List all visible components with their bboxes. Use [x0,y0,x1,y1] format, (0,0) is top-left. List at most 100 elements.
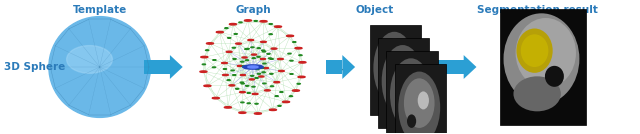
Circle shape [225,107,232,108]
Ellipse shape [387,52,418,101]
Circle shape [260,67,264,68]
Circle shape [241,61,244,62]
Circle shape [257,56,260,57]
Ellipse shape [513,76,561,111]
Circle shape [260,58,266,59]
Circle shape [262,50,265,51]
Circle shape [246,48,249,49]
Circle shape [227,80,230,81]
Ellipse shape [396,65,426,115]
Circle shape [247,103,250,104]
Circle shape [249,79,254,80]
Polygon shape [370,25,421,115]
Polygon shape [342,55,355,79]
Circle shape [243,65,263,69]
Circle shape [236,43,241,44]
Circle shape [263,83,266,84]
Ellipse shape [379,39,410,88]
Circle shape [292,90,300,91]
Polygon shape [464,55,476,79]
Circle shape [251,47,254,48]
Circle shape [236,88,239,89]
Circle shape [216,31,223,33]
Circle shape [282,101,289,103]
Circle shape [268,58,271,59]
Circle shape [270,73,273,74]
Circle shape [299,62,306,63]
Polygon shape [438,60,464,74]
Circle shape [269,109,276,111]
Circle shape [271,86,274,87]
Ellipse shape [545,66,564,87]
Circle shape [264,90,270,91]
Polygon shape [395,64,446,134]
Circle shape [299,55,302,56]
Circle shape [274,82,280,83]
Circle shape [227,51,232,52]
Text: Object: Object [355,5,394,15]
Ellipse shape [401,65,412,83]
Circle shape [207,43,214,44]
Ellipse shape [410,78,420,96]
Ellipse shape [521,34,548,67]
Circle shape [250,75,253,76]
Circle shape [252,86,255,87]
Text: Segmentation result: Segmentation result [477,5,598,15]
Text: +: + [336,61,351,79]
Circle shape [239,92,245,93]
Circle shape [245,60,248,61]
Circle shape [278,105,281,106]
Circle shape [289,96,292,97]
Circle shape [241,83,244,84]
Ellipse shape [516,18,576,88]
Circle shape [297,83,300,84]
Circle shape [244,20,252,21]
Polygon shape [326,60,342,74]
Circle shape [298,76,305,78]
Circle shape [200,71,207,72]
Circle shape [259,76,264,77]
Circle shape [239,22,242,23]
Circle shape [241,75,246,76]
Circle shape [246,85,249,86]
Circle shape [201,56,208,58]
Ellipse shape [399,101,408,115]
Circle shape [242,57,247,58]
Polygon shape [387,51,438,134]
Circle shape [248,40,253,41]
Ellipse shape [390,88,399,101]
Text: 3D Sphere: 3D Sphere [4,62,65,72]
Circle shape [252,58,255,59]
Circle shape [262,51,266,52]
Circle shape [257,73,260,74]
Circle shape [212,67,216,68]
Ellipse shape [373,32,415,104]
Ellipse shape [49,17,150,117]
Circle shape [278,70,284,72]
Circle shape [290,60,293,61]
Circle shape [275,26,282,27]
Circle shape [252,93,258,94]
Ellipse shape [407,114,416,128]
Circle shape [252,54,257,55]
Circle shape [257,48,260,49]
Ellipse shape [516,29,553,73]
Polygon shape [145,60,170,74]
Ellipse shape [393,52,404,70]
Ellipse shape [404,78,435,128]
Circle shape [255,103,258,104]
Circle shape [223,74,228,76]
Ellipse shape [390,58,432,130]
Text: Graph: Graph [235,5,271,15]
Circle shape [271,48,277,49]
Circle shape [212,97,220,99]
Circle shape [205,50,209,51]
Circle shape [202,64,205,65]
Text: Template: Template [72,5,127,15]
Circle shape [221,62,227,64]
Circle shape [287,35,294,37]
Circle shape [295,47,302,49]
Circle shape [288,53,291,54]
Circle shape [267,53,270,54]
Circle shape [269,34,273,35]
